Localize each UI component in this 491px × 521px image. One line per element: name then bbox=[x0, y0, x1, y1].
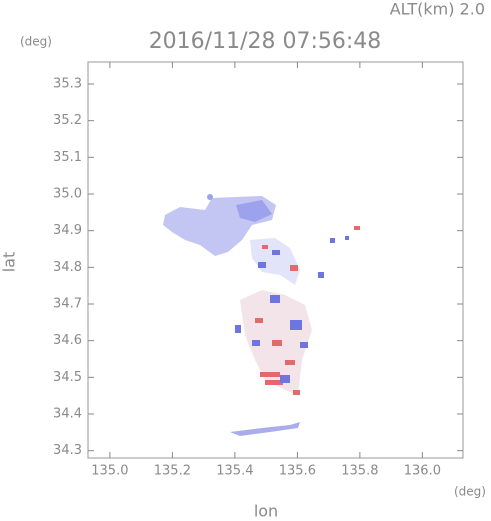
y-tick-label: 34.5 bbox=[53, 370, 82, 385]
echo-cell bbox=[255, 318, 263, 323]
x-axis-label: lon bbox=[254, 502, 278, 521]
x-tick-label: 136.0 bbox=[404, 464, 441, 479]
echo-cell bbox=[290, 265, 298, 271]
echo-cell bbox=[252, 340, 260, 346]
echo-cell bbox=[300, 342, 308, 348]
x-tick-label: 135.8 bbox=[341, 464, 378, 479]
echo-blob bbox=[230, 422, 300, 436]
echo-cell bbox=[258, 262, 266, 268]
echo-blob bbox=[250, 238, 300, 285]
echo-blob bbox=[207, 194, 213, 200]
echo-blob bbox=[236, 200, 272, 222]
echo-blue-cells bbox=[235, 236, 349, 383]
y-tick-label: 34.3 bbox=[53, 443, 82, 458]
y-tick-label: 34.6 bbox=[53, 333, 82, 348]
echo-cell bbox=[272, 250, 280, 255]
echo-cell bbox=[262, 245, 268, 249]
y-tick-label: 35.0 bbox=[53, 187, 82, 202]
x-tick-label: 135.4 bbox=[216, 464, 253, 479]
y-axis-label: lat bbox=[0, 252, 19, 273]
y-tick-label: 34.7 bbox=[53, 297, 82, 312]
echo-cell bbox=[260, 372, 280, 377]
chart-title: 2016/11/28 07:56:48 bbox=[149, 29, 382, 54]
altitude-label: ALT(km) 2.0 bbox=[390, 0, 485, 19]
echo-field bbox=[163, 194, 360, 436]
y-tick-label: 34.9 bbox=[53, 223, 82, 238]
echo-cell bbox=[280, 375, 290, 383]
echo-cell bbox=[330, 238, 335, 243]
y-tick-label: 34.4 bbox=[53, 407, 82, 422]
echo-cell bbox=[318, 272, 324, 278]
echo-cell bbox=[235, 325, 241, 333]
y-tick-label: 35.3 bbox=[53, 77, 82, 92]
x-tick-label: 135.0 bbox=[91, 464, 128, 479]
x-tick-label: 135.2 bbox=[154, 464, 191, 479]
x-unit: (deg) bbox=[454, 485, 486, 499]
echo-cell bbox=[290, 320, 302, 330]
echo-cell bbox=[293, 390, 300, 395]
y-tick-label: 35.1 bbox=[53, 150, 82, 165]
plot-frame bbox=[87, 61, 464, 459]
x-tick-label: 135.6 bbox=[279, 464, 316, 479]
echo-cell bbox=[285, 360, 295, 365]
y-tick-label: 35.2 bbox=[53, 113, 82, 128]
echo-cell bbox=[345, 236, 349, 240]
echo-cell bbox=[265, 380, 283, 385]
y-unit: (deg) bbox=[20, 35, 52, 49]
echo-red-cells bbox=[255, 226, 360, 395]
echo-cell bbox=[354, 226, 360, 230]
echo-cell bbox=[272, 340, 282, 346]
y-tick-label: 34.8 bbox=[53, 260, 82, 275]
echo-cell bbox=[270, 295, 280, 303]
